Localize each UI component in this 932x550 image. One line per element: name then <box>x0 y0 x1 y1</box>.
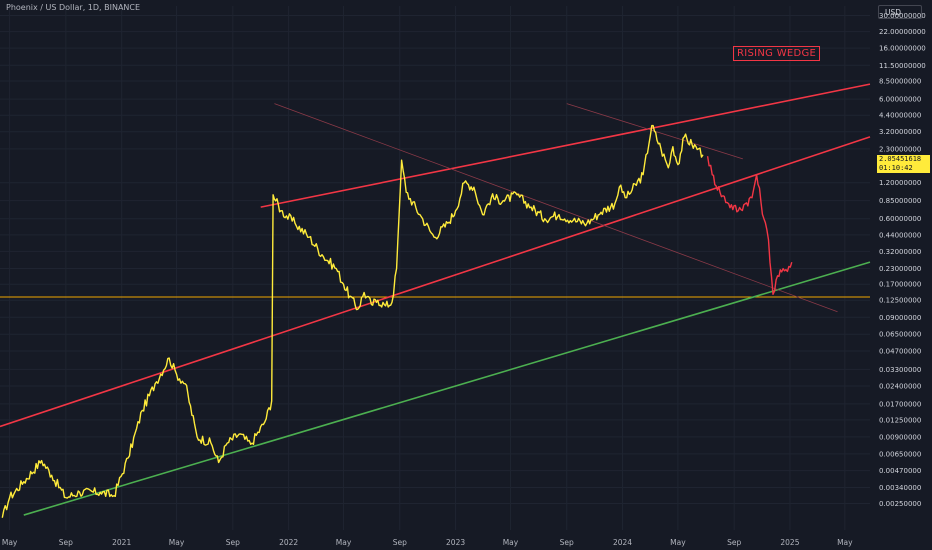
y-tick-label-14: 0.23000000 <box>879 265 921 273</box>
x-tick-label-6: May <box>336 538 352 547</box>
y-tick-label-22: 0.01700000 <box>879 400 921 408</box>
y-tick-label-6: 4.40000000 <box>879 112 921 120</box>
x-tick-label-0: May <box>2 538 18 547</box>
x-tick-label-12: May <box>670 538 686 547</box>
last-price-value: 2.05451618 <box>879 155 922 163</box>
x-tick-label-7: Sep <box>393 538 407 547</box>
y-tick-label-12: 0.44000000 <box>879 231 921 239</box>
y-tick-label-17: 0.09000000 <box>879 314 921 322</box>
y-tick-label-28: 0.00250000 <box>879 500 921 508</box>
y-tick-label-10: 0.85000000 <box>879 197 921 205</box>
y-tick-label-26: 0.00470000 <box>879 467 921 475</box>
y-tick-label-0: 30.00000000 <box>879 12 926 20</box>
y-tick-label-4: 8.50000000 <box>879 77 921 85</box>
y-tick-label-16: 0.12500000 <box>879 297 921 305</box>
y-tick-label-13: 0.32000000 <box>879 248 921 256</box>
currency-selector[interactable]: USD <box>878 5 922 19</box>
x-tick-label-4: Sep <box>226 538 240 547</box>
chart-title: Phoenix / US Dollar, 1D, BINANCE <box>6 3 141 12</box>
y-tick-label-3: 11.50000000 <box>879 62 926 70</box>
y-tick-label-24: 0.00900000 <box>879 433 921 441</box>
x-tick-label-11: 2024 <box>613 538 632 547</box>
x-tick-label-14: 2025 <box>780 538 799 547</box>
trend-line-1 <box>0 136 871 428</box>
x-tick-label-10: Sep <box>560 538 574 547</box>
x-tick-label-1: Sep <box>59 538 73 547</box>
x-tick-label-5: 2022 <box>279 538 298 547</box>
trend-line-2 <box>23 261 871 516</box>
y-tick-label-23: 0.01250000 <box>879 416 921 424</box>
x-tick-label-13: Sep <box>727 538 741 547</box>
x-tick-label-8: 2023 <box>446 538 465 547</box>
price-series-1 <box>706 156 793 295</box>
x-tick-label-3: May <box>169 538 185 547</box>
y-tick-label-1: 22.00000000 <box>879 28 926 36</box>
y-tick-label-2: 16.00000000 <box>879 45 926 53</box>
price-series-0 <box>1 124 704 518</box>
x-tick-label-9: May <box>503 538 519 547</box>
trend-line-0 <box>260 83 871 208</box>
channel-line-3 <box>274 103 838 313</box>
y-tick-label-15: 0.17000000 <box>879 281 921 289</box>
x-tick-label-2: 2021 <box>112 538 131 547</box>
y-tick-label-20: 0.03300000 <box>879 366 921 374</box>
y-tick-label-19: 0.04700000 <box>879 348 921 356</box>
y-tick-label-7: 3.20000000 <box>879 128 921 136</box>
last-price-tag: 2.05451618 01:10:42 <box>877 155 930 173</box>
y-tick-label-27: 0.00340000 <box>879 484 921 492</box>
y-tick-label-18: 0.06500000 <box>879 331 921 339</box>
y-tick-label-21: 0.02400000 <box>879 382 921 390</box>
x-tick-label-15: May <box>837 538 853 547</box>
rising-wedge-label: RISING WEDGE <box>733 46 821 61</box>
y-tick-label-5: 6.00000000 <box>879 96 921 104</box>
y-tick-label-9: 1.20000000 <box>879 179 921 187</box>
countdown-timer: 01:10:42 <box>879 164 913 172</box>
y-tick-label-11: 0.60000000 <box>879 215 921 223</box>
y-tick-label-8: 2.30000000 <box>879 145 921 153</box>
y-tick-label-25: 0.00650000 <box>879 450 921 458</box>
